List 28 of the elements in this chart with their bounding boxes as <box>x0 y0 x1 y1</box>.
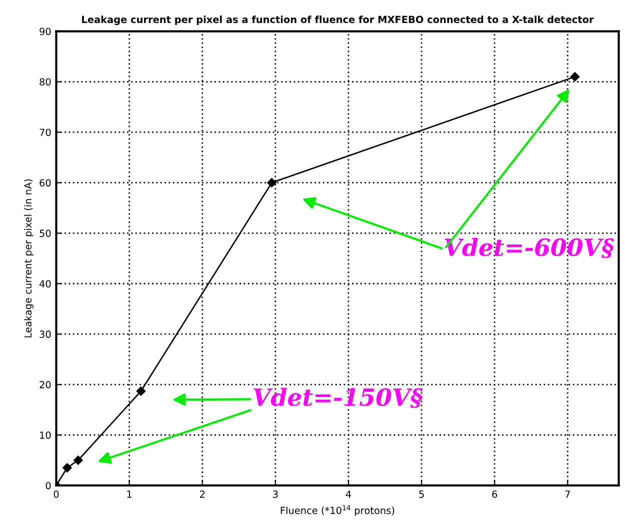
x-tick-label: 1 <box>127 490 132 498</box>
x-tick-label: 6 <box>492 490 498 498</box>
annotation: Vdet=-150V§ <box>254 388 422 408</box>
x-tick-label: 7 <box>565 490 570 498</box>
y-axis-title: Leakage current per pixel (in nA) <box>24 179 34 338</box>
x-tick-label: 4 <box>346 490 352 498</box>
x-tick-label: 0 <box>54 490 59 498</box>
y-tick-label: 40 <box>39 280 51 288</box>
y-tick-label: 0 <box>46 482 51 490</box>
y-tick-label: 10 <box>40 431 51 439</box>
y-tick-label: 30 <box>40 330 51 338</box>
x-tick-label: 5 <box>419 490 424 498</box>
y-tick-label: 20 <box>40 381 51 388</box>
point <box>136 386 146 396</box>
y-tick-label: 80 <box>40 78 51 86</box>
point <box>62 463 72 472</box>
annotation: Vdet=-600V§ <box>444 238 614 258</box>
x-tick-label: 3 <box>273 490 278 498</box>
point <box>570 72 580 82</box>
chart-title: Leakage current per pixel as a function of fluence for MXFEBO connected to a X-talk detector <box>82 16 594 26</box>
y-tick-label: 60 <box>40 179 51 187</box>
y-tick-label: 70 <box>40 128 51 136</box>
y-tick-label: 50 <box>40 230 51 237</box>
y-tick-label: 90 <box>40 28 51 36</box>
point <box>74 456 83 465</box>
x-axis-title: Fluence (*10$^{14}$ protons) <box>280 505 394 516</box>
point <box>267 178 276 188</box>
x-tick-label: 2 <box>200 490 204 498</box>
